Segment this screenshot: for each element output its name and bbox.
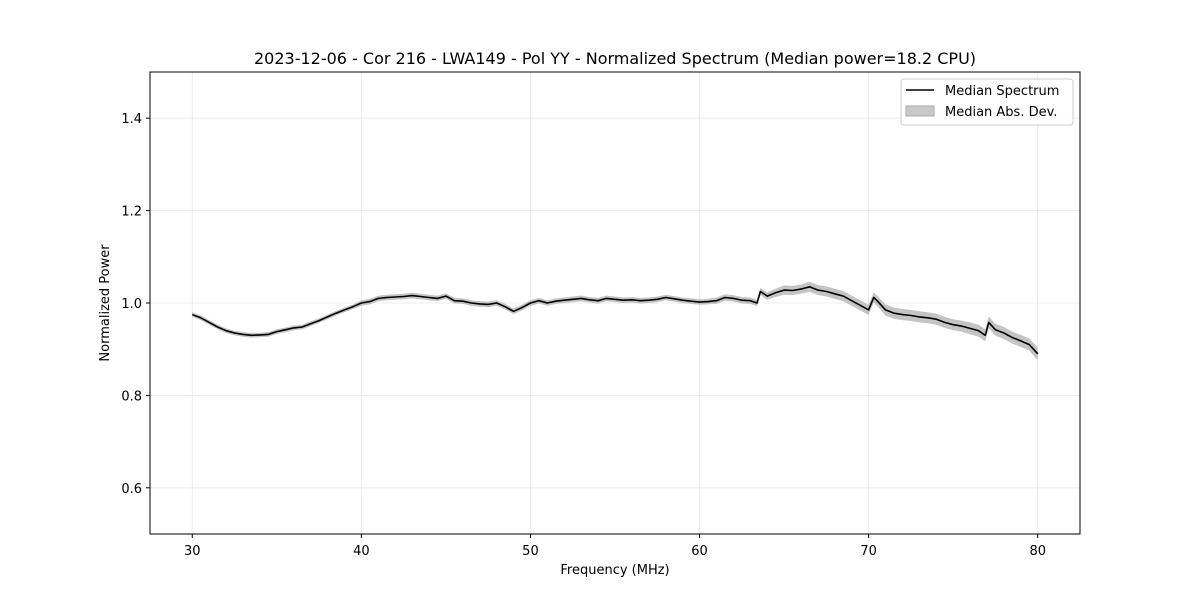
median-spectrum-line [192, 285, 1039, 355]
legend: Median Spectrum Median Abs. Dev. [900, 78, 1074, 126]
x-tick-label: 70 [860, 544, 877, 559]
y-axis-ticks: 0.6 0.8 1.0 1.2 1.4 [121, 112, 150, 497]
legend-box [900, 78, 1074, 126]
legend-median-abs-dev: Median Abs. Dev. [945, 105, 1057, 120]
x-tick-label: 40 [353, 544, 370, 559]
legend-band-swatch [905, 105, 935, 117]
x-tick-label: 60 [691, 544, 708, 559]
mad-band [192, 281, 1038, 361]
x-axis-label: Frequency (MHz) [560, 563, 669, 578]
x-axis-ticks: 30 40 50 60 70 80 [184, 534, 1046, 559]
legend-median-spectrum: Median Spectrum [945, 84, 1059, 99]
x-tick-label: 30 [184, 544, 201, 559]
mad-band-layer [192, 281, 1038, 361]
y-tick-label: 0.8 [121, 389, 142, 404]
chart-title: 2023-12-06 - Cor 216 - LWA149 - Pol YY -… [254, 49, 976, 68]
y-axis-label: Normalized Power [98, 244, 113, 362]
y-tick-label: 1.2 [121, 205, 142, 220]
y-tick-label: 0.6 [121, 482, 142, 497]
x-tick-label: 80 [1029, 544, 1046, 559]
x-tick-label: 50 [522, 544, 539, 559]
median-line-layer [192, 285, 1039, 355]
y-tick-label: 1.4 [121, 112, 142, 127]
y-tick-label: 1.0 [121, 297, 142, 312]
